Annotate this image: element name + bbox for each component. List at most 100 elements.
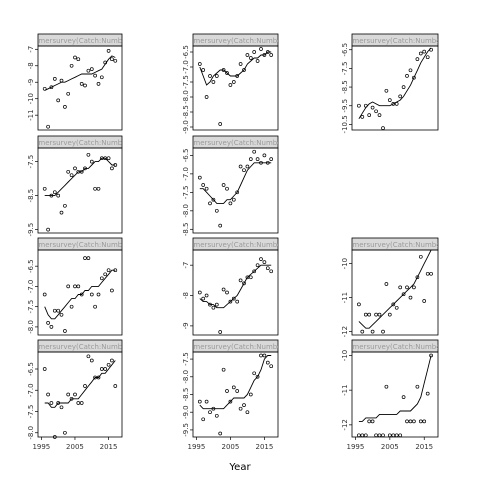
data-point: [377, 433, 382, 438]
data-point: [425, 391, 430, 396]
y-tick-label: -6.5: [27, 259, 35, 273]
y-tick-label: -6.5: [182, 45, 190, 59]
y-tick-label: -8.0: [182, 204, 190, 218]
y-tick-label: -7.5: [182, 186, 190, 200]
data-point: [259, 47, 263, 51]
fit-line: [358, 47, 432, 120]
y-tick-label: -9.5: [341, 99, 349, 113]
panel-r3c2: nmersurvey(Catch:Number -7 -8 -9: [182, 237, 279, 336]
data-point: [110, 166, 114, 171]
data-point: [56, 193, 61, 198]
data-point: [269, 157, 274, 161]
data-point: [52, 190, 57, 195]
x-tick-label: 2005: [221, 443, 239, 451]
data-point: [422, 49, 427, 54]
data-point: [255, 157, 260, 161]
data-point: [69, 304, 74, 309]
data-point: [242, 168, 246, 173]
data-point: [214, 302, 219, 307]
data-point: [429, 353, 433, 358]
data-point: [357, 103, 361, 108]
data-point: [218, 431, 223, 436]
data-point: [367, 419, 372, 424]
data-point: [415, 384, 420, 389]
panel-frame: [192, 45, 279, 131]
data-point: [211, 406, 216, 411]
data-point: [248, 56, 253, 60]
data-point: [370, 105, 375, 110]
strip-label: nmersurvey(Catch:Number: [34, 37, 130, 45]
y-tick-label: -7.5: [182, 352, 190, 366]
data-point: [204, 186, 209, 191]
data-point: [408, 295, 413, 300]
y-tick-label: -8: [182, 292, 190, 299]
data-point: [52, 308, 57, 313]
data-point: [56, 401, 61, 405]
data-point: [360, 433, 365, 438]
strip-label: nmersurvey(Catch:Number: [189, 139, 285, 147]
data-point: [360, 329, 365, 334]
data-point: [418, 51, 423, 56]
panel-frame: [192, 249, 279, 336]
data-point: [83, 83, 87, 88]
data-point: [228, 201, 233, 206]
data-point: [357, 302, 361, 307]
data-point: [401, 395, 406, 399]
data-point: [429, 47, 433, 52]
y-tick-label: -7.5: [182, 75, 190, 89]
data-point: [201, 296, 206, 301]
data-point: [106, 156, 111, 161]
data-point: [262, 260, 267, 264]
data-point: [231, 296, 236, 301]
data-point: [405, 419, 409, 424]
data-point: [89, 159, 94, 164]
data-point: [262, 53, 267, 57]
data-point: [63, 430, 67, 435]
data-point: [228, 399, 233, 404]
y-tick-label: -7.0: [182, 167, 190, 181]
panel-frame: [192, 351, 279, 438]
data-point: [96, 186, 101, 191]
data-point: [387, 312, 392, 317]
strip-label: nmersurvey(Catch:Number: [189, 37, 285, 45]
data-point: [370, 419, 375, 424]
data-point: [425, 55, 430, 60]
data-point: [106, 268, 111, 273]
data-point: [110, 358, 114, 363]
strip-label: nmersurvey(Catch:Number: [189, 343, 285, 351]
data-point: [211, 197, 216, 202]
data-point: [96, 82, 101, 86]
strip-label: nmersurvey(Catch:Number: [348, 37, 444, 45]
fit-line: [44, 55, 116, 91]
fit-line: [44, 157, 116, 197]
y-tick-label: -8.0: [27, 320, 35, 334]
data-point: [391, 102, 396, 106]
data-point: [76, 284, 81, 289]
data-point: [262, 353, 267, 358]
data-point: [370, 329, 375, 334]
data-point: [76, 169, 81, 174]
y-tick-label: -10: [27, 93, 35, 104]
data-point: [66, 392, 71, 397]
data-point: [238, 406, 243, 411]
data-point: [405, 285, 409, 290]
data-point: [42, 292, 47, 297]
data-point: [425, 271, 430, 276]
data-point: [252, 50, 257, 54]
data-point: [66, 284, 71, 289]
data-point: [208, 302, 212, 307]
data-point: [255, 374, 260, 379]
panel-r3c1: nmersurvey(Catch:Number -6.5 -7.0 -7.5 -8.0: [27, 237, 123, 336]
data-point: [377, 312, 382, 317]
x-tick-label: 1995: [32, 443, 50, 451]
data-point: [113, 163, 118, 167]
data-point: [103, 156, 108, 161]
data-point: [79, 169, 84, 174]
data-point: [387, 433, 392, 438]
data-point: [377, 113, 382, 117]
data-point: [86, 68, 91, 73]
data-point: [245, 410, 250, 415]
data-point: [248, 392, 253, 397]
data-point: [259, 257, 263, 261]
data-point: [73, 284, 77, 289]
